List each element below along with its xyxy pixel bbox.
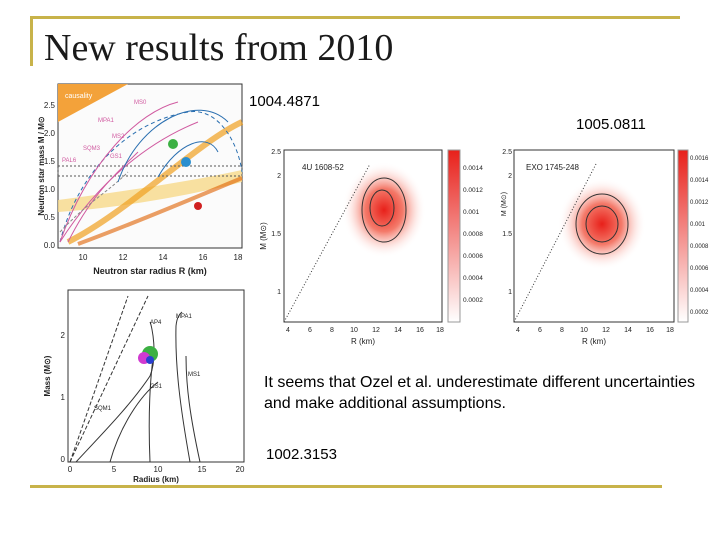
ref-label-1005-0811: 1005.0811 [576, 116, 646, 133]
fig1-xtick-4: 18 [234, 253, 243, 262]
fig2-ytick-3: 2.5 [271, 149, 281, 156]
title-rule-top [30, 16, 680, 19]
posterior-density [342, 162, 426, 258]
fig4-xtick-3: 15 [198, 465, 207, 474]
fig3-xtick-0: 4 [516, 327, 520, 334]
fig3-cb-3: 0.001 [690, 222, 706, 228]
fig2-cb-1: 0.0012 [463, 187, 483, 194]
fig1-ytick-5: 2.5 [44, 101, 56, 110]
fig2-ytick-0: 1 [277, 289, 281, 296]
fig2-xtick-6: 16 [416, 327, 424, 334]
posterior-density [558, 178, 646, 270]
causality-label: causality [65, 93, 93, 100]
curve-label-mpa1: MPA1 [176, 314, 193, 320]
fig4-ytick-1: 1 [61, 393, 66, 402]
fig4-ylabel: Mass (M⊙) [43, 355, 52, 396]
fig2-cb-0: 0.0014 [463, 165, 483, 172]
source-name-4u1608: 4U 1608-52 [302, 163, 344, 172]
curve-label-pal6: PAL6 [62, 158, 77, 164]
fig3-cb-4: 0.0008 [690, 244, 709, 250]
fig2-xtick-4: 12 [372, 327, 380, 334]
fig3-xlabel: R (km) [582, 337, 606, 346]
ref-label-1004-4871: 1004.4871 [249, 93, 320, 110]
fig1-ylabel: Neutron star mass M / M⊙ [38, 116, 46, 215]
fig2-cb-3: 0.0008 [463, 231, 483, 238]
fig1-ytick-0: 0.0 [44, 241, 56, 250]
fig1-xtick-2: 14 [159, 253, 168, 262]
curve-label-sqm3: SQM3 [83, 146, 101, 152]
fig2-xtick-1: 6 [308, 327, 312, 334]
slide-title: New results from 2010 [44, 27, 394, 69]
fig4-ytick-2: 2 [61, 331, 66, 340]
fig2-cb-5: 0.0004 [463, 275, 483, 282]
fig2-cb-4: 0.0006 [463, 253, 483, 260]
fig4-xtick-1: 5 [112, 465, 117, 474]
fig3-ytick-1: 1.5 [502, 231, 512, 238]
source-name-exo1745: EXO 1745-248 [526, 163, 579, 172]
fig3-ytick-3: 2.5 [502, 149, 512, 156]
fig3-xtick-6: 16 [646, 327, 654, 334]
fig2-xlabel: R (km) [351, 337, 375, 346]
fig1-xlabel: Neutron star radius R (km) [93, 266, 207, 276]
fig4-ytick-0: 0 [61, 455, 66, 464]
posterior-plot-exo1745: EXO 1745-248 1 1.5 2 2.5 4 6 8 10 12 14 … [501, 149, 709, 346]
fig3-xtick-3: 10 [580, 327, 588, 334]
colorbar-exo1745 [677, 149, 689, 323]
fig3-ylabel: M (M⊙) [501, 192, 508, 216]
mass-radius-diagram-1: causality MS0 MS2 MPA1 SQM3 GS1 PAL6 0.0… [38, 82, 248, 280]
fig3-cb-7: 0.0002 [690, 310, 709, 316]
fig1-xtick-0: 10 [79, 253, 88, 262]
fig2-ytick-1: 1.5 [271, 231, 281, 238]
curve-label-mpa1: MPA1 [98, 118, 115, 124]
fig2-ylabel: M (M⊙) [259, 222, 268, 250]
mass-radius-diagram-2: AP4 MPA1 MS1 GS1 SQM1 0 1 2 0 5 10 15 20… [40, 286, 250, 484]
fig3-xtick-5: 14 [624, 327, 632, 334]
fig1-ytick-2: 1.0 [44, 185, 56, 194]
curve-label-ms1: MS1 [188, 372, 201, 378]
fig1-ytick-3: 1.5 [44, 157, 56, 166]
fig2-xtick-0: 4 [286, 327, 290, 334]
curve-label-gs1: GS1 [110, 154, 123, 160]
fig2-xtick-2: 8 [330, 327, 334, 334]
posterior-plot-4u1608: 4U 1608-52 1 1.5 2 2.5 4 6 8 10 12 14 16… [259, 149, 483, 346]
fig3-cb-0: 0.0016 [690, 156, 709, 162]
fig2-xtick-5: 14 [394, 327, 402, 334]
fig3-xtick-1: 6 [538, 327, 542, 334]
fig2-xtick-7: 18 [436, 327, 444, 334]
fig3-cb-6: 0.0004 [690, 288, 709, 294]
curve-label-ap4: AP4 [150, 320, 162, 326]
fig4-xtick-2: 10 [154, 465, 163, 474]
fig1-ytick-4: 2.0 [44, 129, 56, 138]
fig3-cb-2: 0.0012 [690, 200, 709, 206]
curve-label-ms2: MS2 [112, 134, 125, 140]
footer-rule [30, 485, 662, 488]
fig3-xtick-2: 8 [560, 327, 564, 334]
commentary-text: It seems that Ozel et al. underestimate … [264, 374, 696, 412]
title-rule-left [30, 16, 33, 66]
curve-label-gs1: GS1 [150, 384, 163, 390]
ref-label-1002-3153: 1002.3153 [266, 446, 337, 463]
causality-region [58, 84, 128, 122]
fig4-xtick-0: 0 [68, 465, 73, 474]
fig2-cb-6: 0.0002 [463, 297, 483, 304]
curve-label-ms0: MS0 [134, 100, 147, 106]
fig3-xtick-7: 18 [666, 327, 674, 334]
fig1-ytick-1: 0.5 [44, 213, 56, 222]
fig4-xtick-4: 20 [236, 465, 245, 474]
fig2-ytick-2: 2 [277, 173, 281, 180]
fig3-cb-1: 0.0014 [690, 178, 709, 184]
fig3-cb-5: 0.0006 [690, 266, 709, 272]
curve-label-sqm1: SQM1 [94, 406, 112, 412]
fig3-xtick-4: 12 [602, 327, 610, 334]
fig4-xlabel: Radius (km) [133, 475, 179, 484]
fig2-cb-2: 0.001 [463, 209, 480, 216]
fig3-ytick-2: 2 [508, 173, 512, 180]
fig3-ytick-0: 1 [508, 289, 512, 296]
colorbar-4u1608 [447, 149, 461, 323]
fig1-xtick-1: 12 [119, 253, 128, 262]
fig1-xtick-3: 16 [199, 253, 208, 262]
fig2-xtick-3: 10 [350, 327, 358, 334]
